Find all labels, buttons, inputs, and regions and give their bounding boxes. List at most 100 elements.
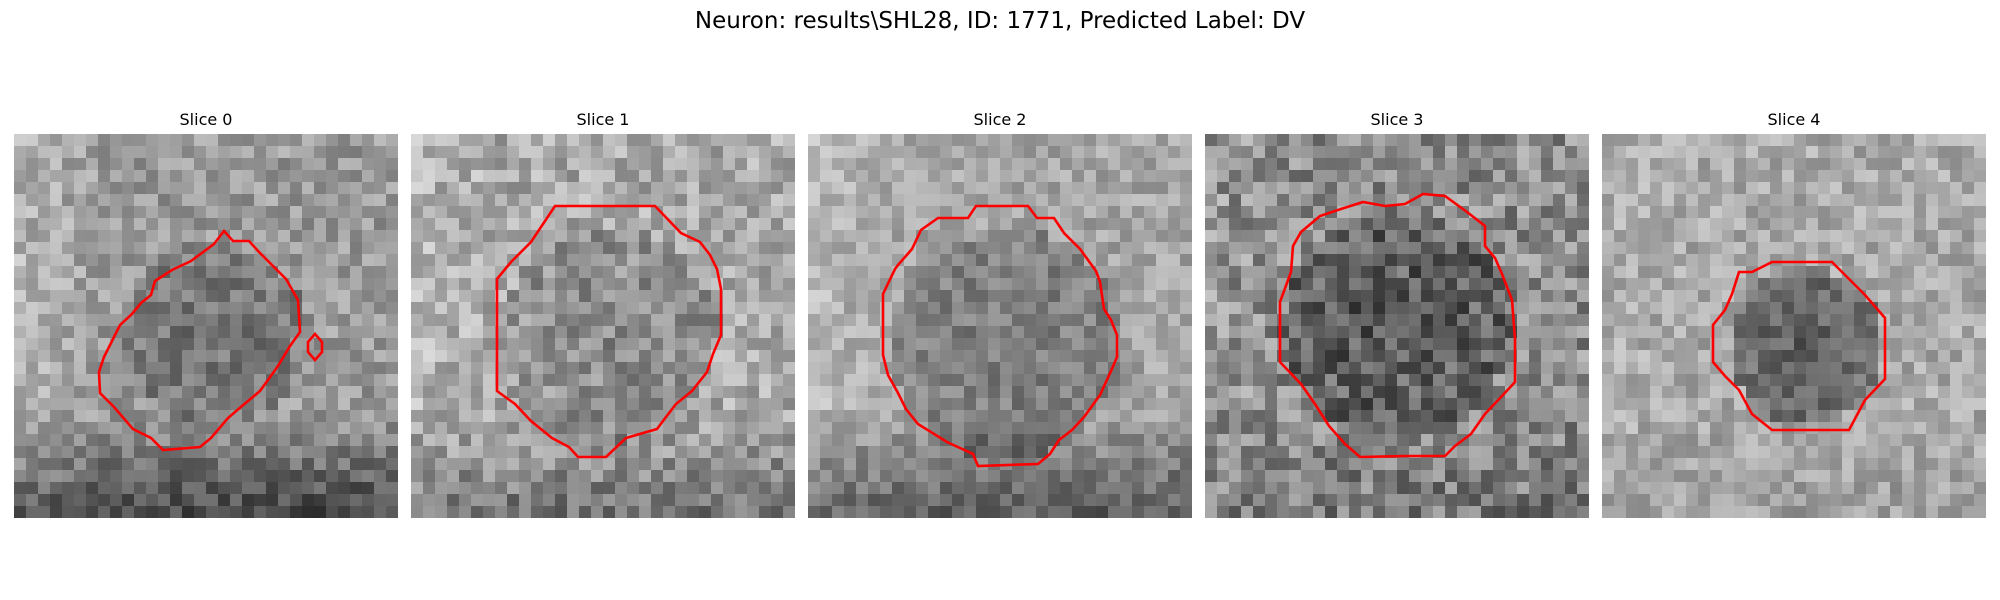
image-pixel (1902, 290, 1915, 303)
image-pixel (1385, 506, 1398, 518)
image-pixel (411, 302, 424, 315)
image-pixel (1229, 254, 1242, 267)
image-pixel (1529, 170, 1542, 183)
image-pixel (182, 314, 195, 327)
image-pixel (507, 482, 520, 495)
image-pixel (158, 206, 171, 219)
image-pixel (1433, 278, 1446, 291)
image-pixel (362, 278, 375, 291)
image-pixel (1457, 290, 1470, 303)
image-pixel (844, 278, 857, 291)
image-pixel (122, 290, 135, 303)
image-pixel (603, 386, 616, 399)
image-pixel (1120, 386, 1133, 399)
image-pixel (1012, 422, 1025, 435)
image-pixel (1096, 266, 1109, 279)
image-pixel (1638, 338, 1651, 351)
image-pixel (1950, 326, 1963, 339)
image-pixel (1469, 386, 1482, 399)
image-pixel (254, 194, 267, 207)
image-pixel (62, 230, 75, 243)
image-pixel (182, 146, 195, 159)
image-pixel (1373, 146, 1386, 159)
image-pixel (435, 278, 448, 291)
image-pixel (1890, 362, 1903, 375)
image-pixel (507, 362, 520, 375)
image-pixel (1084, 278, 1097, 291)
image-pixel (1048, 314, 1061, 327)
image-pixel (1674, 410, 1687, 423)
slice-title: Slice 1 (576, 110, 630, 129)
image-pixel (290, 362, 303, 375)
image-pixel (122, 134, 135, 147)
image-pixel (1710, 290, 1723, 303)
image-pixel (747, 218, 760, 231)
image-pixel (1000, 482, 1013, 495)
image-pixel (531, 254, 544, 267)
image-pixel (1409, 338, 1422, 351)
image-pixel (1024, 410, 1037, 423)
image-pixel (1132, 182, 1145, 195)
image-pixel (1361, 506, 1374, 518)
image-pixel (1950, 362, 1963, 375)
image-pixel (302, 254, 315, 267)
image-pixel (447, 410, 460, 423)
image-pixel (242, 434, 255, 447)
image-pixel (1758, 350, 1771, 363)
image-pixel (1650, 374, 1663, 387)
image-pixel (1289, 146, 1302, 159)
image-pixel (1373, 170, 1386, 183)
image-pixel (1108, 254, 1121, 267)
image-pixel (1108, 158, 1121, 171)
image-pixel (880, 422, 893, 435)
image-pixel (1565, 494, 1578, 507)
image-pixel (1698, 458, 1711, 471)
image-pixel (1409, 374, 1422, 387)
image-pixel (302, 146, 315, 159)
image-pixel (266, 230, 279, 243)
image-pixel (1241, 374, 1254, 387)
image-pixel (62, 446, 75, 459)
image-pixel (1337, 254, 1350, 267)
image-pixel (1385, 458, 1398, 471)
image-pixel (290, 278, 303, 291)
image-pixel (519, 170, 532, 183)
image-pixel (1758, 446, 1771, 459)
image-pixel (1132, 398, 1145, 411)
image-pixel (326, 446, 339, 459)
image-pixel (1493, 422, 1506, 435)
image-pixel (820, 218, 833, 231)
image-pixel (1144, 302, 1157, 315)
image-pixel (868, 410, 881, 423)
image-pixel (1265, 170, 1278, 183)
image-pixel (1710, 170, 1723, 183)
image-pixel (1626, 206, 1639, 219)
image-pixel (350, 434, 363, 447)
image-pixel (290, 206, 303, 219)
image-pixel (1397, 374, 1410, 387)
image-pixel (1565, 206, 1578, 219)
image-pixel (1686, 398, 1699, 411)
image-pixel (651, 302, 664, 315)
image-pixel (1457, 266, 1470, 279)
image-pixel (242, 302, 255, 315)
image-pixel (988, 482, 1001, 495)
image-pixel (1902, 158, 1915, 171)
image-pixel (976, 482, 989, 495)
image-pixel (783, 158, 795, 171)
image-pixel (62, 290, 75, 303)
image-pixel (687, 158, 700, 171)
image-pixel (206, 146, 219, 159)
image-pixel (182, 182, 195, 195)
image-pixel (735, 158, 748, 171)
image-pixel (1253, 206, 1266, 219)
image-pixel (808, 398, 821, 411)
image-pixel (1024, 206, 1037, 219)
image-pixel (1830, 302, 1843, 315)
image-pixel (1361, 446, 1374, 459)
image-pixel (266, 134, 279, 147)
image-pixel (435, 374, 448, 387)
image-pixel (735, 290, 748, 303)
image-pixel (723, 422, 736, 435)
image-pixel (699, 206, 712, 219)
